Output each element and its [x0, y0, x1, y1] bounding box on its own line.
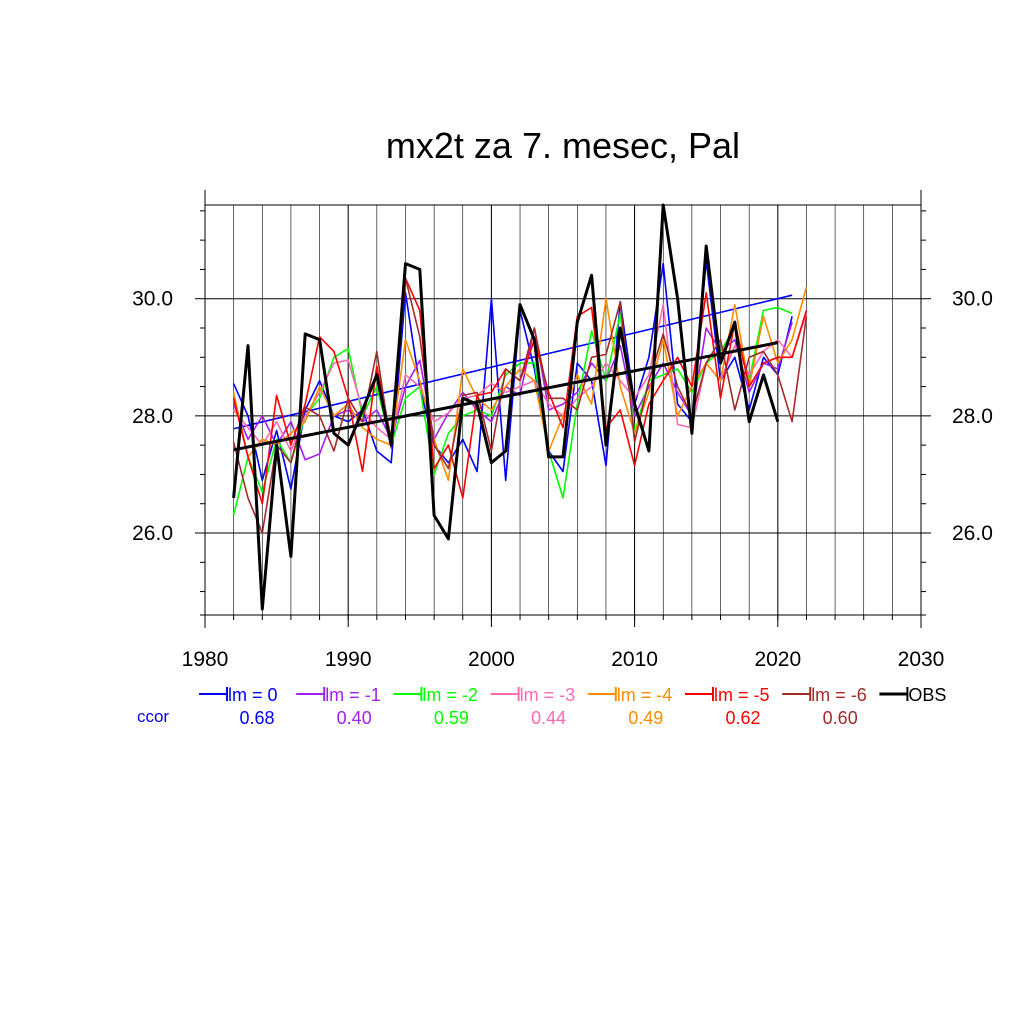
legend-ccor-value: 0.49 [628, 708, 663, 728]
chart-title: mx2t za 7. mesec, Pal [386, 125, 740, 166]
legend-ccor-value: 0.40 [337, 708, 372, 728]
legend-label: lm = -1 [325, 685, 381, 705]
x-tick-label: 1980 [182, 648, 229, 671]
legend-label: lm = 0 [228, 685, 278, 705]
legend-label: OBS [908, 685, 946, 705]
legend-item-7: OBS [879, 685, 946, 705]
series-line-7 [232, 203, 780, 611]
legend-label: lm = -4 [617, 685, 673, 705]
legend-ccor-value: 0.44 [531, 708, 566, 728]
x-tick-label: 2000 [468, 648, 515, 671]
legend-item-6: lm = -6 0.60 [782, 685, 867, 728]
legend-ccor-value: 0.62 [725, 708, 760, 728]
legend-label: lm = -2 [422, 685, 478, 705]
legend-item-3: lm = -3 0.44 [490, 685, 576, 728]
y-tick-label-left: 30.0 [132, 288, 173, 311]
legend-item-5: lm = -5 0.62 [685, 685, 770, 728]
y-tick-label-right: 28.0 [952, 405, 993, 428]
trend-line-7 [233, 341, 779, 452]
trend-line-0 [233, 294, 793, 430]
ccor-label: ccor [137, 707, 169, 726]
y-tick-label-left: 26.0 [132, 522, 173, 545]
x-tick-label: 2020 [754, 648, 801, 671]
legend-item-1: lm = -1 0.40 [296, 685, 381, 728]
legend-item-0: lm = 0 0.68 [199, 685, 278, 728]
legend-ccor-value: 0.68 [239, 708, 274, 728]
legend: lm = 0 0.68 lm = -1 0.40 lm = -2 0.59 lm = -3 0… [199, 685, 946, 728]
x-tick-label: 2030 [898, 648, 945, 671]
y-tick-label-right: 30.0 [952, 288, 993, 311]
x-tick-label: 1990 [325, 648, 372, 671]
legend-label: lm = -5 [714, 685, 770, 705]
legend-item-4: lm = -4 0.49 [587, 685, 673, 728]
legend-ccor-value: 0.60 [823, 708, 858, 728]
x-tick-label: 2010 [611, 648, 658, 671]
legend-item-2: lm = -2 0.59 [393, 685, 478, 728]
legend-label: lm = -6 [811, 685, 867, 705]
series-layer [232, 203, 808, 611]
legend-ccor-value: 0.59 [434, 708, 469, 728]
legend-label: lm = -3 [520, 685, 576, 705]
axes: 1980 1990 2000 2010 2020 2030 26.0 26.0 28.0 28.0… [132, 190, 993, 671]
y-tick-label-left: 28.0 [132, 405, 173, 428]
y-tick-label-right: 26.0 [952, 522, 993, 545]
